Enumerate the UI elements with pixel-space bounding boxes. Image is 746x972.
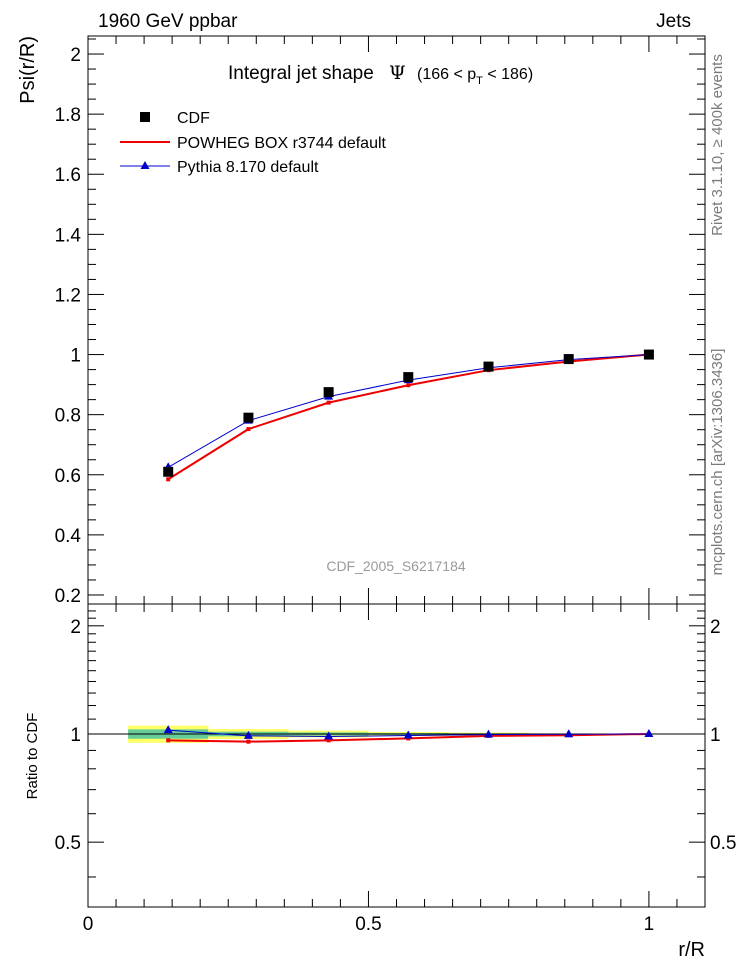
cdf-data-point [483,361,494,372]
ratio-ylabel: Ratio to CDF [24,713,41,800]
legend-label-powheg: POWHEG BOX r3744 default [177,135,387,152]
main-axis-ticks: 0.2 0.4 0.6 0.8 1 1.2 1.4 1.6 1.8 2 [55,36,706,607]
ratio-y-tick-label-right: 1 [710,725,721,746]
ratio-powheg-point [246,739,251,744]
legend-label-pythia: Pythia 8.170 default [177,159,319,176]
cdf-data-point [643,349,654,360]
cdf-data-point [243,412,254,423]
powheg-point [246,427,251,432]
ratio-plot-frame [87,603,706,908]
ratio-y-tick-label-right: 0.5 [710,833,736,854]
analysis-watermark: CDF_2005_S6217184 [326,558,466,574]
main-y-tick-label: 1.8 [55,105,81,126]
x-axis-label: r/R [678,939,705,961]
ratio-y-tick-label: 2 [70,617,81,638]
main-y-tick-label: 0.4 [55,526,82,547]
main-y-tick-label: 0.8 [55,406,81,427]
powheg-point [166,477,171,482]
ratio-pythia-point [564,729,574,738]
x-tick-label: 0.5 [355,914,381,935]
pythia-line [167,354,649,468]
main-title: Integral jet shape Ψ (166 < pT < 186) [228,62,533,87]
cdf-data-point [323,387,334,398]
ratio-y-tick-label-right: 2 [710,617,721,638]
ratio-pythia-point [403,730,413,739]
cdf-data-point [163,466,174,477]
legend-label-cdf: CDF [177,110,210,127]
legend: CDF POWHEG BOX r3744 default Pythia 8.17… [120,110,387,176]
ratio-y-tick-label: 1 [70,725,81,746]
main-y-tick-label: 1.6 [55,165,81,186]
title-sub: T [476,75,483,87]
ratio-axis-ticks: 0.5 0.5 1 1 2 2 0 0.5 1 [55,604,736,935]
ratio-powheg-point [166,738,171,743]
legend-marker-pythia [140,161,150,169]
main-y-tick-label: 0.2 [55,586,81,607]
ratio-pythia-point [324,731,334,740]
ratio-pythia-point [243,730,253,739]
main-series [163,349,654,482]
ratio-series [163,725,654,744]
ratio-powheg-point [326,738,331,743]
cdf-data-point [563,354,574,365]
cdf-data-point [403,372,414,383]
header-left: 1960 GeV ppbar [98,11,238,32]
main-ylabel: Psi(r/R) [17,36,39,104]
legend-marker-cdf [140,112,150,122]
main-y-tick-label: 0.6 [55,466,81,487]
ratio-pythia-point [163,725,173,734]
rivet-label: Rivet 3.1.10, ≥ 400k events [709,54,726,236]
powheg-point [406,383,411,388]
main-y-tick-label: 1.2 [55,285,81,306]
ratio-y-tick-label: 0.5 [55,833,81,854]
title-range: (166 < p [417,66,476,83]
mcplots-label: mcplots.cern.ch [arXiv:1306.3436] [709,349,726,576]
x-tick-label: 1 [644,914,655,935]
powheg-point [326,400,331,405]
x-tick-label: 0 [83,914,94,935]
title-text: Integral jet shape [228,63,374,84]
title-end: < 186) [483,66,533,83]
main-y-tick-label: 2 [70,45,81,66]
main-y-tick-label: 1.4 [55,225,82,246]
ratio-pythia-point [644,728,654,737]
ratio-pythia-point [483,729,493,738]
title-psi: Ψ [389,62,406,84]
header-right: Jets [656,11,691,32]
main-y-tick-label: 1 [70,346,81,367]
